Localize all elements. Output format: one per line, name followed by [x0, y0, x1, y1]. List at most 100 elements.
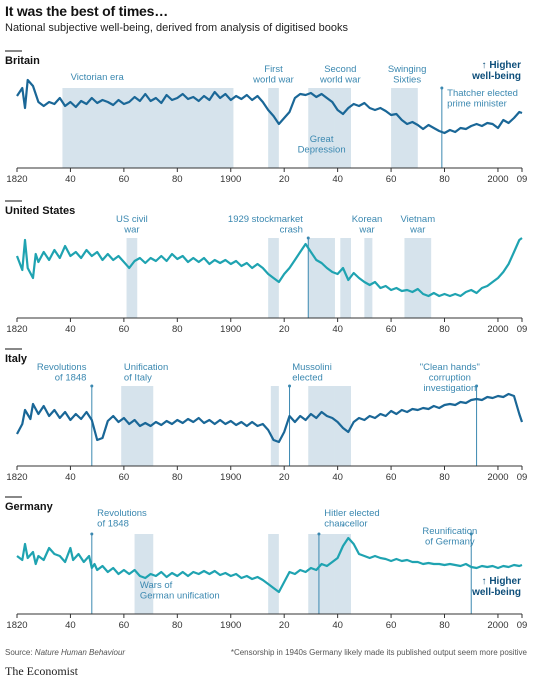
x-tick-label: 60 — [119, 472, 130, 483]
x-tick-label: 80 — [172, 472, 183, 483]
x-tick-label: 20 — [279, 324, 290, 335]
x-tick-label: 40 — [65, 174, 76, 185]
x-tick-label: 20 — [279, 620, 290, 631]
x-tick-label: 60 — [119, 324, 130, 335]
annotation-line: German unification — [140, 591, 220, 602]
shaded-period — [404, 238, 432, 318]
annotation-label: Victorian era — [71, 72, 125, 83]
event-marker — [90, 384, 94, 388]
shaded-period — [308, 238, 335, 318]
annotation-line: Second — [324, 64, 356, 75]
event-marker — [469, 532, 473, 536]
series-line — [16, 392, 524, 444]
x-tick-label: 40 — [65, 620, 76, 631]
shaded-period — [334, 386, 351, 466]
annotation-label: Revolutions of 1848 — [97, 508, 147, 530]
x-tick-label: 40 — [65, 472, 76, 483]
annotation-line: corruption — [429, 373, 471, 384]
annotation-line: elected — [292, 373, 323, 384]
annotation-line: investigation — [423, 383, 476, 394]
annotation-label: Reunification of Germany — [422, 526, 477, 548]
x-tick-label: 60 — [386, 620, 397, 631]
annotation-line: * — [341, 522, 345, 533]
direction-label-line: ↑ Higher — [482, 60, 522, 71]
annotation-label: Swinging Sixties — [388, 64, 427, 86]
panel-title: United States — [5, 205, 75, 217]
direction-label-line: well-being — [471, 587, 521, 598]
source-note: Source: Nature Human Behaviour — [5, 648, 125, 657]
annotation-label: Hitler elected chancellor — [324, 508, 379, 530]
annotation-line: world war — [252, 75, 294, 86]
x-tick-label: 60 — [386, 324, 397, 335]
x-tick-label: 1900 — [220, 324, 241, 335]
x-tick-label: 2000 — [487, 472, 508, 483]
shaded-period — [308, 534, 335, 614]
annotation-label: Thatcher elected prime minister — [447, 88, 518, 110]
annotation-line: First — [264, 64, 283, 75]
x-tick-label: 09 — [517, 472, 528, 483]
x-tick-label: 60 — [386, 472, 397, 483]
annotation-line: war — [358, 225, 374, 236]
annotation-label: Great Depression — [298, 134, 346, 156]
annotation-line: Hitler elected — [324, 508, 379, 519]
x-tick-label: 80 — [439, 472, 450, 483]
x-tick-label: 1900 — [220, 174, 241, 185]
shaded-period — [334, 88, 351, 168]
x-tick-label: 40 — [332, 620, 343, 631]
direction-label: ↑ Higher well-being — [471, 60, 521, 82]
shaded-period — [391, 88, 418, 168]
shaded-period — [121, 386, 154, 466]
annotation-line: Thatcher elected — [447, 88, 518, 99]
x-tick-label: 2000 — [487, 174, 508, 185]
annotation-line: "Clean hands" — [420, 362, 480, 373]
event-marker — [90, 532, 94, 536]
annotation-line: world war — [319, 75, 361, 86]
annotation-line: Mussolini — [292, 362, 332, 373]
annotation-line: war — [123, 225, 139, 236]
x-tick-label: 40 — [332, 472, 343, 483]
annotation-line: 1929 stockmarket — [228, 214, 303, 225]
annotation-label: * — [341, 522, 345, 533]
event-marker — [306, 236, 310, 240]
annotation-line: Unification — [124, 362, 168, 373]
footnote: *Censorship in 1940s Germany likely made… — [230, 648, 527, 657]
annotation-label: US civil war — [116, 214, 148, 236]
annotation-line: prime minister — [447, 99, 507, 110]
annotation-label: Vietnam war — [400, 214, 435, 236]
source-prefix: Source: — [5, 648, 35, 657]
annotation-line: Swinging — [388, 64, 427, 75]
annotation-line: of 1848 — [97, 519, 129, 530]
panel-title: Germany — [5, 501, 54, 513]
annotation-label: Mussolini elected — [292, 362, 332, 384]
x-tick-label: 40 — [332, 324, 343, 335]
x-tick-label: 2000 — [487, 324, 508, 335]
annotation-label: First world war — [252, 64, 294, 86]
panel-germany: Germany 1820 40 60 80 1900 20 40 60 80 2000 09 Revol… — [5, 496, 527, 631]
x-tick-label: 80 — [439, 620, 450, 631]
annotation-line: Sixties — [393, 75, 421, 86]
shaded-period — [62, 88, 234, 168]
panel-title: Italy — [5, 353, 28, 365]
direction-label-line: ↑ Higher — [482, 576, 522, 587]
shaded-period — [270, 386, 279, 466]
direction-label: ↑ Higher well-being — [471, 576, 521, 598]
shaded-period — [268, 534, 279, 614]
x-tick-label: 40 — [65, 324, 76, 335]
annotation-line: US civil — [116, 214, 148, 225]
chart-subtitle: National subjective well-being, derived … — [5, 22, 349, 34]
annotation-line: Vietnam — [400, 214, 435, 225]
annotation-line: Wars of — [140, 580, 173, 591]
annotation-label: Revolutions of 1848 — [37, 362, 87, 384]
shaded-period — [134, 534, 154, 614]
panel-italy: Italy 1820 40 60 80 1900 20 40 60 80 2000 09 Revolut… — [5, 348, 528, 483]
annotation-line: Revolutions — [97, 508, 147, 519]
x-tick-label: 80 — [172, 174, 183, 185]
annotation-line: crash — [280, 225, 303, 236]
annotation-line: Victorian era — [71, 72, 125, 83]
direction-label-line: well-being — [471, 71, 521, 82]
annotation-label: Wars of German unification — [140, 580, 220, 602]
annotation-label: Unification of Italy — [124, 362, 168, 384]
x-tick-label: 40 — [332, 174, 343, 185]
annotation-line: chancellor — [324, 519, 367, 530]
